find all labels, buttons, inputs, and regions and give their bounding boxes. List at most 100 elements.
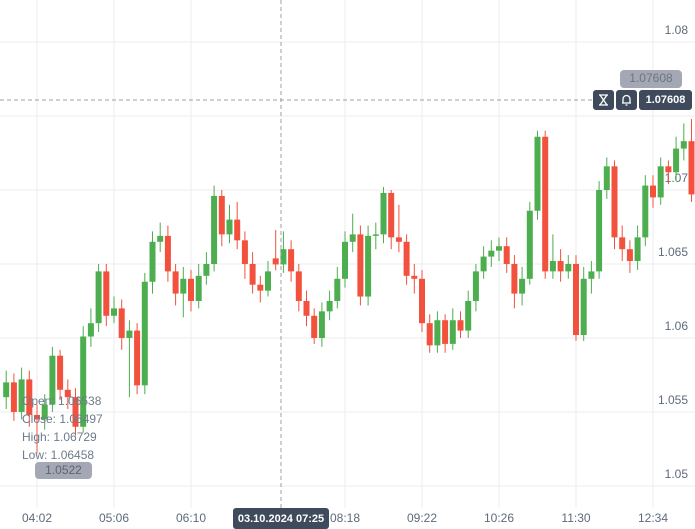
candle-body xyxy=(542,136,549,272)
candle-body xyxy=(87,323,94,337)
candle-body xyxy=(457,320,464,331)
candle-body xyxy=(619,237,626,250)
candle-body xyxy=(34,414,40,420)
candle-body xyxy=(673,148,680,173)
bell-icon xyxy=(622,94,631,106)
candle-body xyxy=(411,275,418,279)
x-tick-label: 04:02 xyxy=(22,511,52,525)
x-tick-label: 12:34 xyxy=(638,511,668,525)
x-tick-label: 05:06 xyxy=(99,511,129,525)
candle-body xyxy=(118,308,125,338)
candle-body xyxy=(534,136,541,211)
x-tick-label: 06:10 xyxy=(176,511,206,525)
crosshair-time-label: 03.10.2024 07:25 xyxy=(238,513,324,525)
candle-body xyxy=(3,382,10,398)
candle-body xyxy=(195,275,202,301)
candle-body xyxy=(111,308,117,316)
timer-icon xyxy=(599,94,608,106)
candle-body xyxy=(557,261,564,272)
candle-body xyxy=(426,323,433,346)
crosshair-time-box xyxy=(233,508,329,529)
alert-button[interactable] xyxy=(616,90,637,111)
crosshair-price-box xyxy=(35,462,92,479)
y-tick-label: 1.065 xyxy=(658,245,688,259)
candle-body xyxy=(318,311,325,338)
candle-body xyxy=(380,192,387,235)
candle-body xyxy=(665,166,672,173)
candle-body xyxy=(257,284,264,291)
ohlc-info: Close: 1.06497 xyxy=(22,412,103,426)
candle-body xyxy=(64,389,71,398)
x-tick-label: 11:30 xyxy=(561,511,590,525)
ohlc-info: Open: 1.06538 xyxy=(22,394,102,408)
candle-body xyxy=(342,241,348,279)
candle-body xyxy=(295,271,302,301)
candle-body xyxy=(642,185,649,238)
candle-body xyxy=(603,166,610,191)
candle-body xyxy=(526,210,533,279)
candle-body xyxy=(580,278,587,336)
candle-body xyxy=(72,397,79,427)
candle-body xyxy=(503,246,510,264)
candle-body xyxy=(288,249,295,272)
candle-body xyxy=(280,249,287,265)
candle-body xyxy=(218,195,225,235)
candle-body xyxy=(442,320,449,344)
candle-body xyxy=(41,404,48,420)
candle-body xyxy=(588,271,595,279)
candle-body xyxy=(18,379,25,412)
candle-body xyxy=(549,261,556,272)
ohlc-info: High: 1.06729 xyxy=(22,430,97,444)
candle-body xyxy=(626,249,633,262)
candle-body xyxy=(388,192,395,238)
price-tag xyxy=(639,90,692,111)
candle-body xyxy=(657,166,664,198)
candle-body xyxy=(403,241,410,276)
y-tick-label: 1.05 xyxy=(665,467,689,481)
ohlc-info: Low: 1.06458 xyxy=(22,448,94,462)
candle-body xyxy=(349,234,356,242)
candle-body xyxy=(164,235,171,272)
candle-body xyxy=(311,315,318,338)
candle-body xyxy=(434,320,441,346)
candle-body xyxy=(103,271,110,316)
candle-body xyxy=(680,141,687,149)
candle-body xyxy=(80,336,87,427)
y-tick-label: 1.08 xyxy=(665,23,689,37)
candle-body xyxy=(511,263,518,294)
candle-body xyxy=(126,330,133,338)
candle-body xyxy=(334,278,341,301)
candle-body xyxy=(249,263,256,285)
candle-body xyxy=(95,271,102,324)
x-tick-label: 08:18 xyxy=(330,511,360,525)
candle-body xyxy=(272,258,279,265)
candle-body xyxy=(326,300,333,312)
candle-body xyxy=(573,263,579,336)
candle-body xyxy=(365,235,372,297)
candle-body xyxy=(480,256,487,272)
candle-body xyxy=(49,355,56,405)
candle-body xyxy=(241,240,248,264)
candle-body xyxy=(357,234,364,297)
candle-body xyxy=(211,195,218,264)
candle-body xyxy=(611,166,618,238)
candle-body xyxy=(57,355,64,390)
candle-body xyxy=(519,278,526,294)
candle-body xyxy=(650,185,656,198)
candle-body xyxy=(372,234,379,236)
candle-body xyxy=(26,379,33,415)
candle-body xyxy=(149,241,156,282)
candle-body xyxy=(565,263,572,272)
x-tick-label: 09:22 xyxy=(407,511,437,525)
candle-body xyxy=(596,190,603,272)
candle-body xyxy=(226,219,233,235)
y-tick-label: 1.055 xyxy=(658,393,688,407)
candle-body xyxy=(141,281,148,386)
crosshair-price-label: 1.0522 xyxy=(45,463,82,477)
candle-body xyxy=(172,271,179,294)
y-tick-label: 1.06 xyxy=(665,319,689,333)
price-tag-label: 1.07608 xyxy=(646,94,686,106)
candle-body xyxy=(634,237,641,262)
candle-body xyxy=(303,300,310,316)
candle-body xyxy=(488,250,495,257)
